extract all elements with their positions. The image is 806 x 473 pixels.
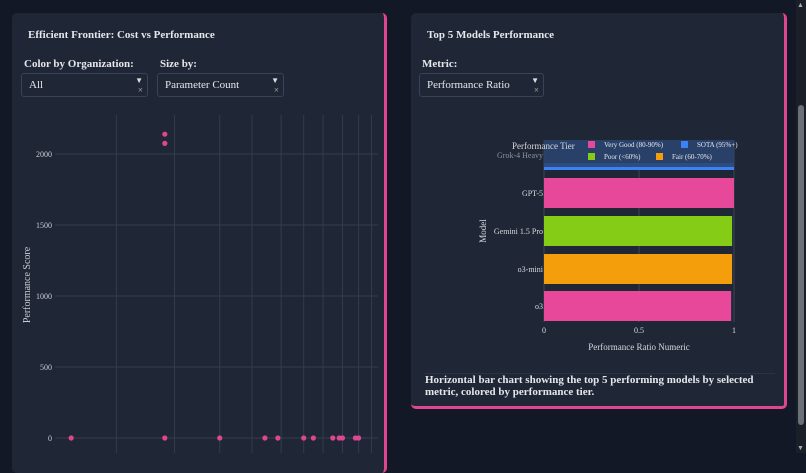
- efficient-frontier-card: Efficient Frontier: Cost vs Performance …: [12, 13, 387, 473]
- bar: [544, 291, 732, 321]
- data-point: [162, 131, 168, 137]
- scroll-up-icon[interactable]: ▲: [797, 1, 804, 9]
- legend-title: Performance Tier: [512, 141, 575, 151]
- scrollbar-thumb[interactable]: [798, 105, 804, 425]
- color-by-value: All: [29, 79, 44, 91]
- scroll-down-icon[interactable]: ▼: [797, 444, 804, 452]
- legend-box: [544, 140, 734, 167]
- data-point: [301, 435, 307, 441]
- legend-label: Poor (<60%): [604, 153, 641, 161]
- color-by-dropdown[interactable]: All ▼ ×: [21, 73, 148, 97]
- y-axis-title: Model: [478, 219, 488, 243]
- legend-label: SOTA (95%+): [697, 141, 738, 149]
- chevron-down-icon[interactable]: ▼: [531, 76, 539, 85]
- size-by-label: Size by:: [160, 58, 197, 70]
- data-point: [356, 435, 362, 441]
- scrollbar[interactable]: ▲ ▼: [796, 0, 806, 453]
- metric-label: Metric:: [422, 58, 458, 70]
- metric-dropdown[interactable]: Performance Ratio ▼ ×: [419, 73, 544, 97]
- size-by-value: Parameter Count: [165, 79, 240, 91]
- legend-label: Fair (60-70%): [672, 153, 713, 161]
- data-point: [275, 435, 281, 441]
- metric-value: Performance Ratio: [427, 79, 510, 91]
- data-point: [217, 435, 223, 441]
- y-tick-label: Grok-4 Heavy: [497, 151, 543, 160]
- y-tick-label: 500: [40, 363, 52, 372]
- data-point: [68, 435, 74, 441]
- data-point: [162, 140, 168, 146]
- chevron-down-icon[interactable]: ▼: [271, 76, 279, 85]
- y-tick-label: 0: [48, 434, 52, 443]
- card-title: Efficient Frontier: Cost vs Performance: [28, 29, 215, 41]
- data-point: [162, 435, 168, 441]
- data-point: [339, 435, 346, 441]
- x-tick-label: 0: [542, 326, 546, 335]
- y-tick-label: Gemini 1.5 Pro: [494, 227, 543, 236]
- legend-swatch: [656, 153, 663, 160]
- color-by-label: Color by Organization:: [24, 58, 134, 70]
- y-tick-label: 1500: [36, 221, 52, 230]
- bar-chart[interactable]: Grok-4 Heavy GPT-5 Gemini 1.5 Pro o3-mini o3…: [0, 0, 806, 453]
- data-point: [262, 435, 268, 441]
- x-tick-label: 0.5: [634, 326, 644, 335]
- legend-swatch: [588, 153, 595, 160]
- clear-icon[interactable]: ×: [533, 85, 539, 95]
- scatter-plot[interactable]: 0 500 1000 1500 2000 Performance Score: [0, 0, 390, 453]
- chart-caption: Horizontal bar chart showing the top 5 p…: [425, 373, 775, 398]
- bar: [544, 254, 733, 284]
- legend-swatch: [588, 141, 595, 148]
- clear-icon[interactable]: ×: [273, 85, 279, 95]
- y-tick-label: 2000: [36, 150, 52, 159]
- legend-label: Very Good (80-90%): [604, 141, 664, 149]
- bar: [544, 178, 734, 208]
- data-point: [310, 435, 316, 441]
- y-tick-label: 1000: [36, 292, 52, 301]
- size-by-dropdown[interactable]: Parameter Count ▼ ×: [157, 73, 284, 97]
- top-models-card: Top 5 Models Performance Metric: Perform…: [411, 13, 787, 409]
- x-axis-title: Performance Ratio Numeric: [588, 342, 689, 352]
- data-point: [330, 435, 336, 441]
- y-axis-title: Performance Score: [22, 246, 33, 323]
- clear-icon[interactable]: ×: [137, 85, 143, 95]
- chevron-down-icon[interactable]: ▼: [135, 76, 143, 85]
- y-tick-label: GPT-5: [522, 189, 543, 198]
- bar: [544, 216, 733, 246]
- y-tick-label: o3-mini: [518, 265, 544, 274]
- y-tick-label: o3: [535, 302, 543, 311]
- legend-swatch: [681, 141, 688, 148]
- card-title: Top 5 Models Performance: [427, 29, 554, 41]
- x-tick-label: 1: [732, 326, 736, 335]
